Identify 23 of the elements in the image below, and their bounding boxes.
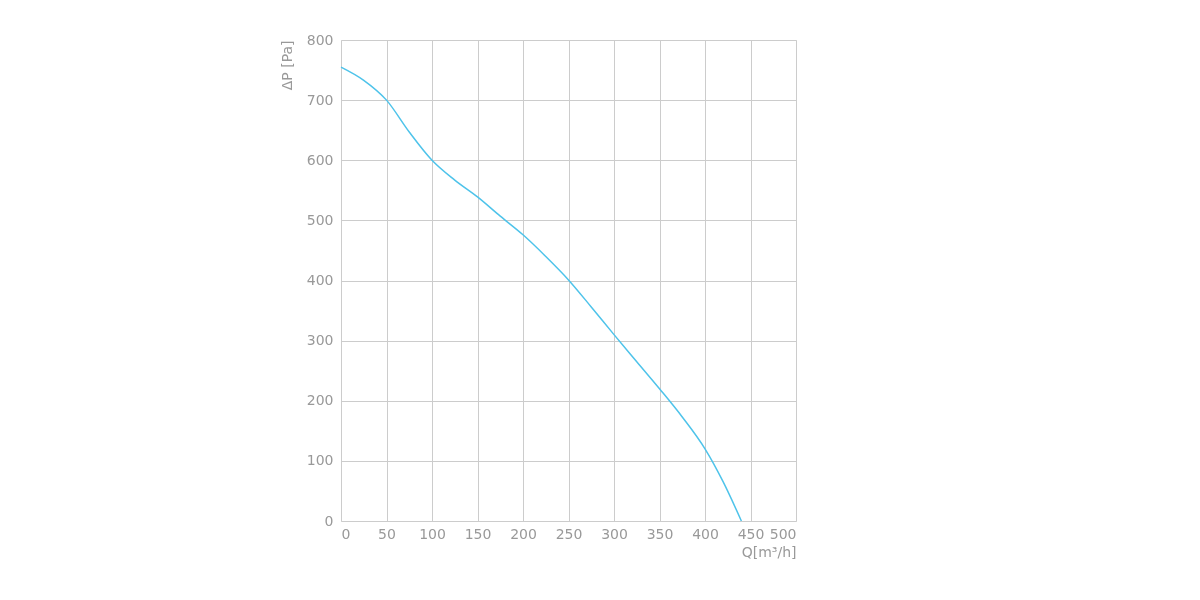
line-series — [340, 66, 743, 522]
x-tick-label: 100 — [419, 525, 446, 542]
x-tick-label: 400 — [692, 525, 719, 542]
y-tick-label: 500 — [306, 211, 334, 228]
y-tick-label: 100 — [306, 452, 334, 469]
x-tick-label: 500 — [769, 525, 797, 542]
x-tick-label: 200 — [510, 525, 537, 542]
y-tick-label: 600 — [306, 151, 334, 168]
x-tick-label: 250 — [555, 525, 583, 542]
y-tick-label: 700 — [306, 91, 334, 108]
y-tick-label: 0 — [324, 512, 334, 529]
y-tick-label: 800 — [306, 31, 334, 48]
y-axis-title: ΔP [Pa] — [278, 40, 295, 91]
y-tick-label: 300 — [306, 332, 334, 349]
x-tick-label: 450 — [737, 525, 765, 542]
y-tick-label: 200 — [306, 392, 334, 409]
x-tick-label: 150 — [464, 525, 492, 542]
x-tick-label: 300 — [601, 525, 628, 542]
x-tick-label: 50 — [378, 525, 396, 542]
x-tick-label: 350 — [646, 525, 674, 542]
y-tick-label: 400 — [306, 272, 334, 288]
x-tick-label: 0 — [341, 525, 351, 542]
x-axis-title: Q[m³/h] — [741, 543, 797, 560]
